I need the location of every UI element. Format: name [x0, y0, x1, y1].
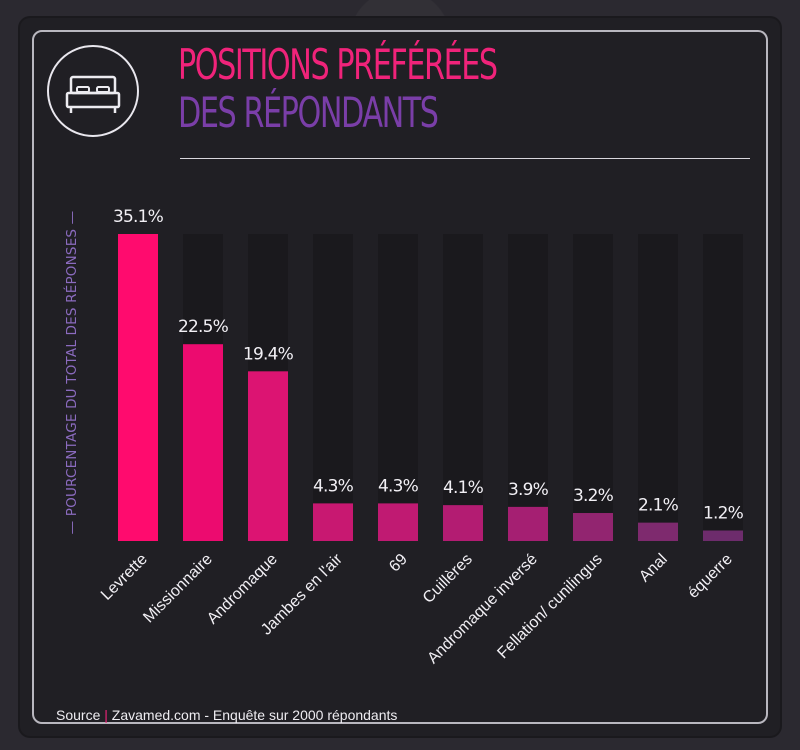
card-frame [32, 30, 768, 724]
source-note: Source | Zavamed.com - Enquête sur 2000 … [56, 707, 397, 723]
bar [118, 234, 158, 541]
category-label: Levrette [98, 551, 151, 604]
data-label: 2.1% [638, 496, 679, 516]
source-separator: | [104, 707, 108, 723]
category-label: Anal [636, 551, 671, 586]
bar-track [378, 234, 418, 541]
title-line-1: POSITIONS PRÉFÉRÉES [178, 40, 498, 89]
bar [573, 513, 613, 541]
bar [703, 530, 743, 541]
category-label: 69 [386, 551, 411, 576]
bar-track [638, 234, 678, 541]
bar [638, 522, 678, 541]
data-label: 1.2% [703, 504, 744, 524]
data-label: 4.1% [443, 478, 484, 498]
bar-track [703, 234, 743, 541]
data-label: 4.3% [378, 476, 419, 496]
data-label: 4.3% [313, 476, 354, 496]
bar-track [573, 234, 613, 541]
data-label: 35.1% [113, 207, 164, 227]
bed-icon [47, 45, 139, 137]
bar [183, 344, 223, 541]
category-label: Andromaque inversé [424, 551, 540, 667]
source-label: Source [56, 707, 101, 723]
source-text: Zavamed.com - Enquête sur 2000 répondant… [111, 707, 398, 723]
data-label: 3.9% [508, 480, 549, 500]
category-label: Cuillères [420, 551, 476, 607]
bar [248, 371, 288, 541]
bar [443, 505, 483, 541]
bar [508, 506, 548, 541]
bar-track [313, 234, 353, 541]
title-divider [180, 158, 750, 159]
data-label: 22.5% [178, 317, 229, 337]
data-label: 19.4% [243, 344, 294, 364]
bar [378, 503, 418, 541]
title-line-2: DES RÉPONDANTS [178, 88, 439, 137]
data-label: 3.2% [573, 486, 614, 506]
bar-track [508, 234, 548, 541]
bar-track [443, 234, 483, 541]
category-label: équerre [685, 551, 736, 602]
bar [313, 503, 353, 541]
